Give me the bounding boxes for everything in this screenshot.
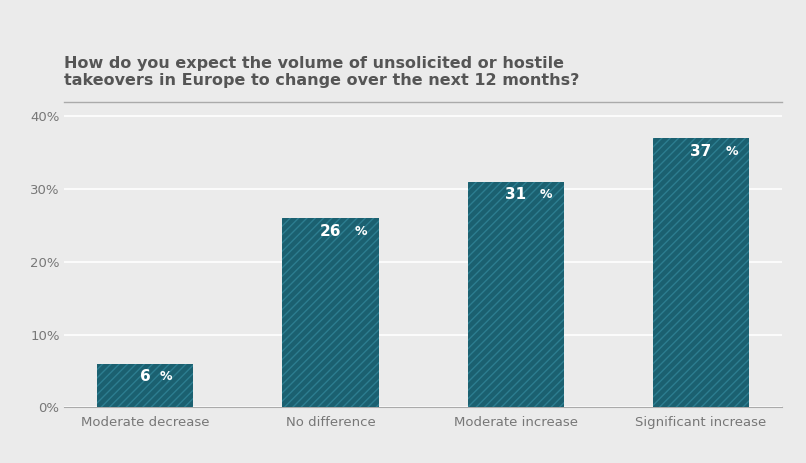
- Text: %: %: [725, 145, 737, 158]
- Text: 26: 26: [320, 224, 341, 239]
- Text: 37: 37: [691, 144, 712, 159]
- Bar: [467, 182, 564, 407]
- Text: %: %: [355, 225, 367, 238]
- Text: How do you expect the volume of unsolicited or hostile
takeovers in Europe to ch: How do you expect the volume of unsolici…: [64, 56, 580, 88]
- Text: %: %: [160, 370, 172, 383]
- Bar: [653, 138, 750, 407]
- Text: 31: 31: [505, 188, 526, 202]
- Bar: [97, 364, 193, 407]
- Text: 6: 6: [140, 369, 151, 384]
- Text: %: %: [540, 188, 552, 201]
- Bar: [282, 218, 379, 407]
